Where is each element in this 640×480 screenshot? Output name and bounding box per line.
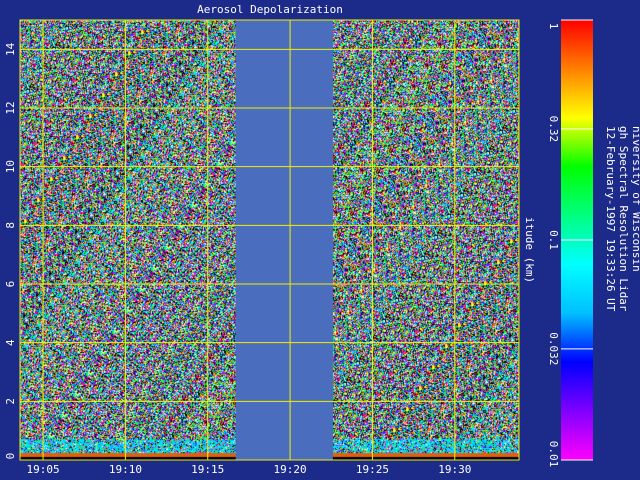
grid-lines: [20, 20, 519, 460]
attribution-line: gh Spectral Resolution Lidar: [617, 126, 630, 312]
y-tick-label: 4: [4, 339, 17, 346]
x-tick-label: 19:20: [274, 463, 307, 476]
colorbar-tick-label: 0.01: [547, 441, 560, 468]
x-axis-ticks: 19:05 19:10 19:15 19:20 19:25 19:30: [26, 463, 471, 476]
colorbar-tick-label: 0.32: [547, 116, 560, 143]
x-tick-label: 19:10: [109, 463, 142, 476]
y-tick-label: 6: [4, 281, 17, 288]
x-tick-label: 19:15: [191, 463, 224, 476]
x-tick-label: 19:05: [26, 463, 59, 476]
y-axis-ticks: 0 2 4 6 8 10 12 14: [4, 42, 17, 459]
colorbar: 1 0.32 0.1 0.032 0.01: [547, 19, 593, 468]
y-axis-label: itude (km): [523, 217, 536, 283]
y-tick-label: 2: [4, 398, 17, 405]
x-tick-label: 19:30: [438, 463, 471, 476]
y-tick-label: 10: [4, 160, 17, 173]
attribution-line: 12-February-1997 19:33:26 UT: [604, 126, 617, 312]
plot-area: [19, 19, 520, 461]
y-tick-label: 12: [4, 101, 17, 114]
y-tick-label: 0: [4, 453, 17, 460]
x-tick-label: 19:25: [356, 463, 389, 476]
colorbar-tick-label: 0.1: [547, 230, 560, 250]
no-data-region: [235, 20, 333, 460]
colorbar-tick-labels: 1 0.32 0.1 0.032 0.01: [547, 23, 560, 468]
y-tick-label: 14: [4, 42, 17, 56]
attribution-line: niversity of Wisconsin: [630, 126, 640, 272]
colorbar-tick-label: 1: [547, 23, 560, 30]
chart-title: Aerosol Depolarization: [197, 3, 343, 16]
y-tick-label: 8: [4, 222, 17, 229]
colorbar-tick-lines: [561, 19, 593, 461]
colorbar-tick-label: 0.032: [547, 332, 560, 365]
plot-frame: [19, 19, 520, 461]
